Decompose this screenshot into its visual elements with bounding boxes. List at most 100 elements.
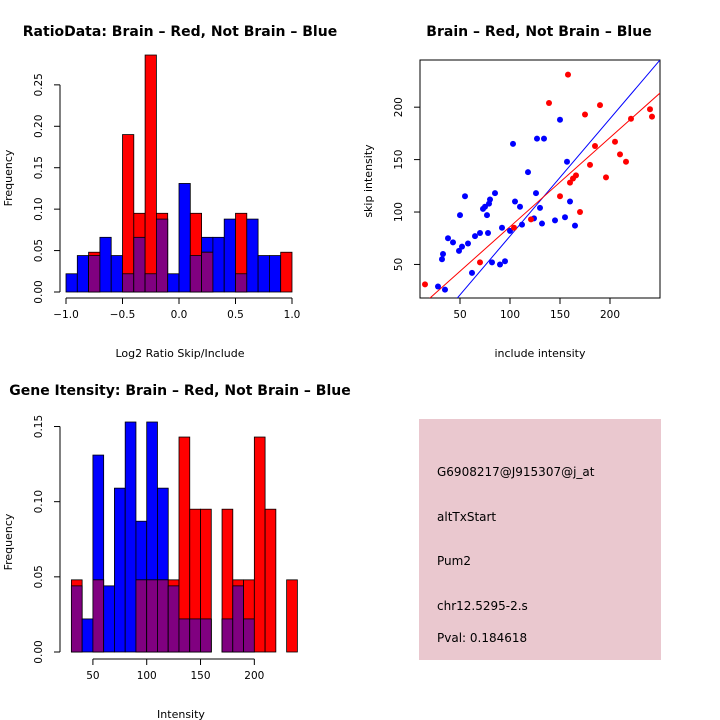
ratio-histogram-bar-not-brain (99, 236, 112, 293)
scatter-point-brain (623, 158, 629, 165)
scatter-point-not-brain (469, 269, 475, 276)
ratio-histogram-bar-not-brain (246, 218, 259, 293)
scatter-point-not-brain (445, 235, 451, 242)
ratio-histogram-xlabel: Log2 Ratio Skip/Include (115, 347, 244, 360)
scatter-point-brain (422, 281, 428, 288)
scatter-point-not-brain (439, 256, 445, 263)
scatter-ylabel: skip intensity (362, 144, 375, 218)
ratio-histogram-y-tick-label: 0.20 (33, 115, 45, 138)
scatter-point-brain (565, 71, 571, 78)
gene-histogram-x-tick-label: 50 (86, 670, 99, 682)
gene-histogram-bar-brain (264, 508, 277, 653)
ratio-histogram-bar-not-brain (76, 255, 90, 293)
gene-histogram-bar-overlap (243, 618, 255, 653)
gene-histogram-x-tick-label: 200 (244, 670, 264, 682)
gene-histogram-bar-overlap (189, 618, 201, 653)
ratio-histogram-x-tick-label: 0.0 (171, 309, 188, 321)
ratio-histogram-bar-brain (144, 54, 157, 293)
scatter-point-not-brain (484, 212, 490, 219)
gene-histogram-bar-overlap (157, 579, 169, 653)
ratio-histogram-bar-brain (122, 134, 135, 293)
gene-histogram-y-tick-label: 0.15 (33, 415, 45, 438)
event-id-text: chr12.5295-2.s (437, 599, 528, 613)
gene-histogram-x-tick-label: 150 (191, 670, 211, 682)
gene-histogram-x-tick-label: 100 (137, 670, 157, 682)
scatter-point-not-brain (456, 247, 462, 254)
scatter-point-brain (603, 174, 609, 181)
scatter-point-not-brain (562, 214, 568, 221)
gene-histogram-y-tick-label: 0.00 (33, 640, 45, 663)
ratio-histogram-y-tick-label: 0.00 (33, 280, 45, 303)
ratio-histogram-bar-not-brain (268, 255, 282, 293)
scatter-point-brain (587, 161, 593, 168)
scatter-point-brain (617, 151, 623, 158)
ratio-histogram-bar-not-brain (257, 255, 270, 293)
scatter-fit-line-not-brain (456, 60, 660, 298)
gene-histogram-title: Gene Itensity: Brain – Red, Not Brain – … (9, 383, 351, 399)
scatter-point-not-brain (450, 239, 456, 246)
gene-histogram-bar-overlap (232, 585, 244, 653)
scatter-point-brain (582, 111, 588, 118)
ratio-histogram-bar-brain (280, 251, 293, 293)
scatter-point-brain (597, 102, 603, 109)
ratio-histogram-y-tick-label: 0.05 (33, 239, 45, 262)
gene-histogram-bar-overlap (146, 579, 158, 653)
gene-histogram-bars (70, 421, 298, 653)
scatter-point-not-brain (459, 243, 465, 250)
ratio-histogram-x-tick-label: 0.5 (227, 309, 244, 321)
scatter-point-brain (592, 142, 598, 149)
ratio-histogram-ylabel: Frequency (2, 149, 15, 206)
ratio-histogram-x-tick-label: −0.5 (110, 309, 136, 321)
scatter-point-brain (612, 138, 618, 145)
ratio-histogram-bar-overlap (189, 255, 203, 293)
scatter-point-not-brain (564, 158, 570, 165)
gene-histogram-bar-brain (253, 436, 266, 653)
scatter-point-brain (477, 259, 483, 266)
gene-histogram-bar-not-brain (103, 585, 115, 653)
ratio-histogram-bar-not-brain (223, 218, 236, 293)
ratio-histogram-bars (65, 54, 293, 293)
scatter-point-brain (649, 113, 655, 120)
ratio-histogram-bar-not-brain (65, 273, 78, 293)
scatter-title: Brain – Red, Not Brain – Blue (426, 24, 651, 40)
scatter-point-not-brain (552, 217, 558, 224)
ratio-histogram-bar-overlap (144, 273, 157, 293)
scatter-point-not-brain (572, 222, 578, 229)
gene-histogram-axes: 50 100 150 200 0.00 0.05 0.10 0.15 (33, 415, 264, 682)
scatter-point-brain (557, 193, 563, 200)
scatter-point-brain (573, 172, 579, 179)
scatter-points (422, 71, 655, 293)
scatter-fit-lines (429, 60, 660, 298)
scatter-point-brain (511, 224, 517, 231)
scatter-point-not-brain (512, 198, 518, 205)
ratio-histogram-bar-overlap (155, 218, 169, 293)
gene-histogram-bar-not-brain (124, 421, 137, 653)
gene-histogram-bar-not-brain (81, 618, 94, 653)
scatter-point-not-brain (465, 240, 471, 247)
ratio-histogram-bar-not-brain (167, 273, 180, 293)
gene-histogram-bar-overlap (70, 585, 83, 653)
scatter-point-not-brain (477, 229, 483, 236)
scatter-point-not-brain (502, 258, 508, 265)
scatter-x-tick-label: 200 (600, 309, 620, 321)
scatter-point-brain (628, 115, 634, 122)
gene-histogram-y-tick-label: 0.10 (33, 490, 45, 513)
scatter-point-not-brain (541, 135, 547, 142)
ratio-histogram-bar-not-brain (178, 183, 191, 293)
scatter-point-not-brain (567, 198, 573, 205)
scatter-point-not-brain (499, 224, 505, 231)
info-panel-background (419, 419, 661, 660)
scatter-point-brain (577, 209, 583, 216)
scatter-point-not-brain (442, 286, 448, 293)
scatter-y-tick-label: 150 (393, 150, 405, 170)
scatter-point-not-brain (487, 196, 493, 203)
scatter-xlabel: include intensity (494, 347, 586, 360)
ratio-histogram-bar-overlap (88, 255, 101, 293)
ratio-histogram-bar-overlap (235, 273, 248, 293)
gene-histogram-bar-overlap (221, 618, 234, 653)
pval-text: Pval: 0.184618 (437, 631, 527, 645)
scatter-point-not-brain (485, 229, 491, 236)
scatter-point-brain (546, 99, 552, 106)
gene-histogram-bar-overlap (178, 618, 191, 653)
